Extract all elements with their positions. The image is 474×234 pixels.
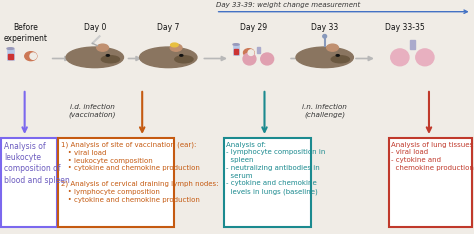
Ellipse shape [243, 53, 256, 65]
Ellipse shape [170, 44, 182, 51]
Ellipse shape [327, 44, 338, 51]
FancyBboxPatch shape [224, 138, 311, 227]
Text: Day 33-35: Day 33-35 [385, 23, 425, 32]
Ellipse shape [106, 55, 109, 56]
Ellipse shape [323, 34, 327, 38]
Text: Analysis of
leukocyte
composition of
blood and spleen: Analysis of leukocyte composition of blo… [4, 142, 70, 185]
Text: Day 33-39: weight change measurement: Day 33-39: weight change measurement [216, 2, 360, 8]
Bar [8, 54, 13, 59]
Ellipse shape [180, 55, 183, 56]
Ellipse shape [233, 44, 239, 45]
Ellipse shape [101, 56, 119, 63]
Bar [7, 48, 14, 60]
Ellipse shape [331, 56, 349, 63]
Text: Analysis of lung tissues:
- viral load
- cytokine and
  chemokine production: Analysis of lung tissues: - viral load -… [391, 142, 474, 171]
Ellipse shape [244, 49, 254, 57]
Ellipse shape [296, 47, 353, 68]
Ellipse shape [261, 53, 273, 65]
Ellipse shape [248, 50, 254, 55]
Bar [233, 44, 239, 55]
FancyBboxPatch shape [1, 138, 57, 227]
Text: Day 7: Day 7 [157, 23, 180, 32]
Bar [234, 49, 238, 54]
Text: i.n. infection
(challenge): i.n. infection (challenge) [302, 104, 347, 118]
Ellipse shape [175, 56, 193, 63]
Text: Day 33: Day 33 [311, 23, 338, 32]
Text: Before
experiment: Before experiment [4, 23, 48, 43]
Text: 1) Analysis of site of vaccination (ear):
   • viral load
   • leukocyte composi: 1) Analysis of site of vaccination (ear)… [61, 142, 218, 203]
Ellipse shape [139, 47, 197, 68]
Text: i.d. infection
(vaccination): i.d. infection (vaccination) [69, 104, 116, 118]
Text: Day 29: Day 29 [240, 23, 267, 32]
Ellipse shape [171, 43, 178, 47]
Ellipse shape [336, 55, 339, 56]
Bar [257, 47, 260, 53]
Text: Day 0: Day 0 [83, 23, 106, 32]
Ellipse shape [391, 49, 409, 66]
Ellipse shape [7, 48, 14, 49]
Bar [410, 40, 415, 49]
Ellipse shape [416, 49, 434, 66]
FancyBboxPatch shape [58, 138, 174, 227]
Ellipse shape [30, 53, 36, 59]
FancyBboxPatch shape [389, 138, 472, 227]
Ellipse shape [97, 44, 109, 51]
Ellipse shape [66, 47, 123, 68]
Ellipse shape [25, 52, 37, 61]
Text: Analysis of:
- lymphocyte composition in
  spleen
- neutralizing antibodies in
 : Analysis of: - lymphocyte composition in… [226, 142, 326, 194]
